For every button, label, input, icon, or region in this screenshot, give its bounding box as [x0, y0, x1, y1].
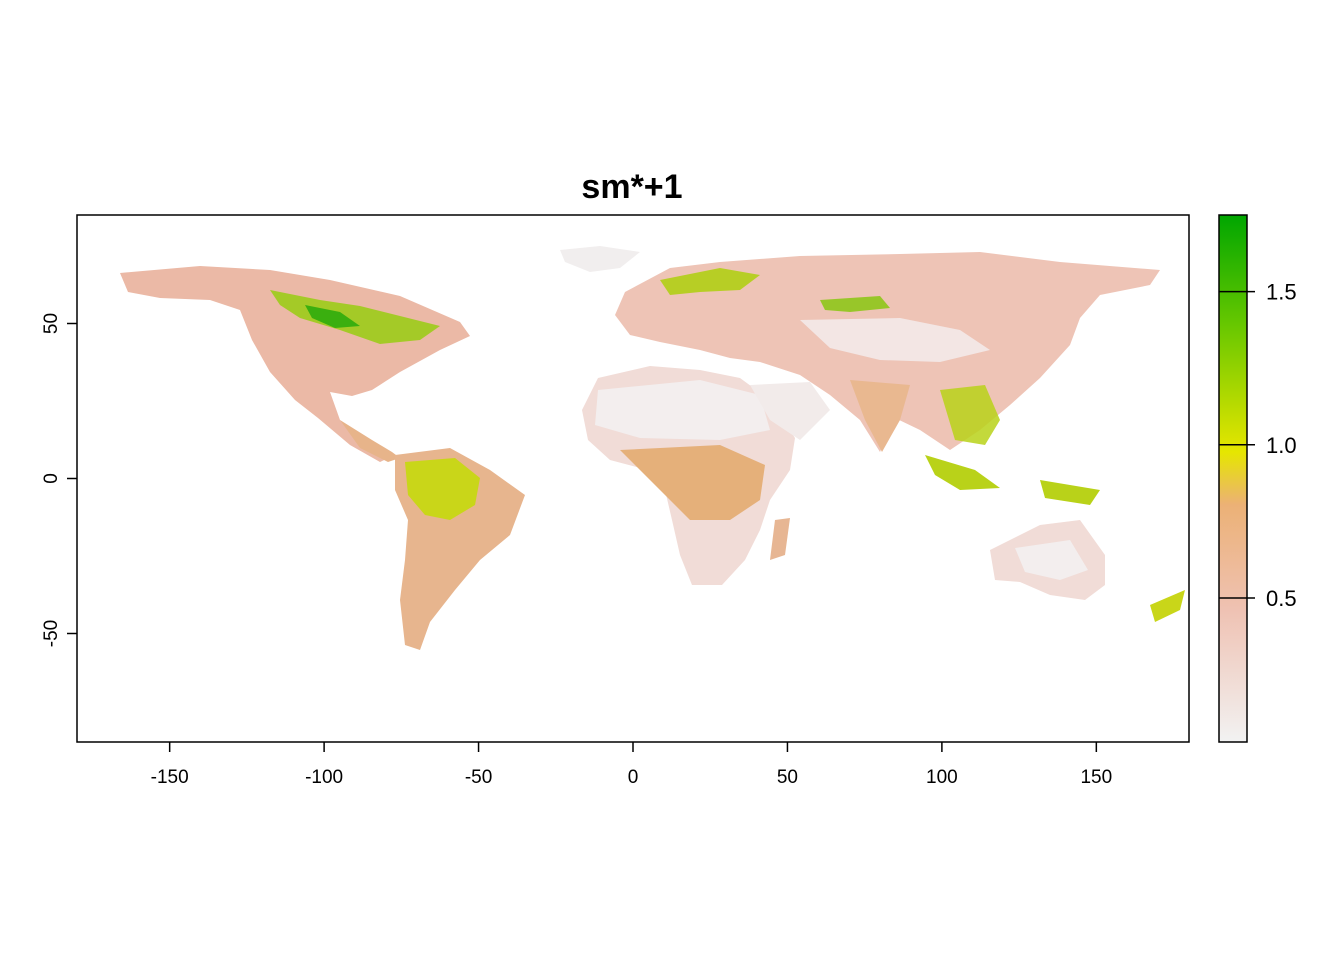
boreal-america-dark [305, 305, 360, 328]
boreal-siberia [820, 296, 890, 312]
boreal-eurasia [660, 268, 760, 295]
landmass-greenland [560, 246, 640, 272]
landmass-central-america [340, 420, 400, 462]
x-tick-label: -100 [305, 767, 343, 788]
y-axis: -50 0 50 [41, 313, 77, 647]
x-tick-label: 100 [926, 767, 958, 788]
boreal-america [270, 290, 440, 344]
southeast-asia-green [940, 385, 1000, 445]
x-tick-label: 0 [628, 767, 639, 788]
y-tick-label: -50 [41, 620, 62, 647]
legend-tick-label: 0.5 [1266, 586, 1297, 611]
x-tick-label: 50 [777, 767, 798, 788]
sahara-dry [595, 380, 770, 440]
x-tick-label: -150 [151, 767, 189, 788]
landmass-indonesia [925, 455, 1000, 490]
central-africa-moist [620, 445, 765, 520]
legend-ticks: 0.5 1.0 1.5 [1219, 280, 1297, 611]
map-title: sm*+1 [581, 168, 682, 206]
landmass-madagascar [770, 518, 790, 560]
x-tick-label: -50 [465, 767, 492, 788]
land-raster [120, 246, 1185, 650]
amazon-green [405, 458, 480, 520]
x-axis: -150 -100 -50 0 50 100 150 [151, 742, 1112, 788]
central-asia-dry [800, 318, 990, 362]
landmass-india [850, 380, 910, 452]
legend-tick-label: 1.5 [1266, 280, 1297, 305]
legend-tick-label: 1.0 [1266, 433, 1297, 458]
x-tick-label: 150 [1080, 767, 1112, 788]
y-tick-label: 50 [41, 313, 62, 334]
landmass-arabia [750, 382, 830, 440]
landmass-new-zealand [1150, 590, 1185, 622]
australia-inland-dry [1015, 540, 1088, 580]
landmass-new-guinea [1040, 480, 1100, 505]
legend-colorbar [1218, 214, 1248, 743]
y-tick-label: 0 [41, 473, 62, 484]
